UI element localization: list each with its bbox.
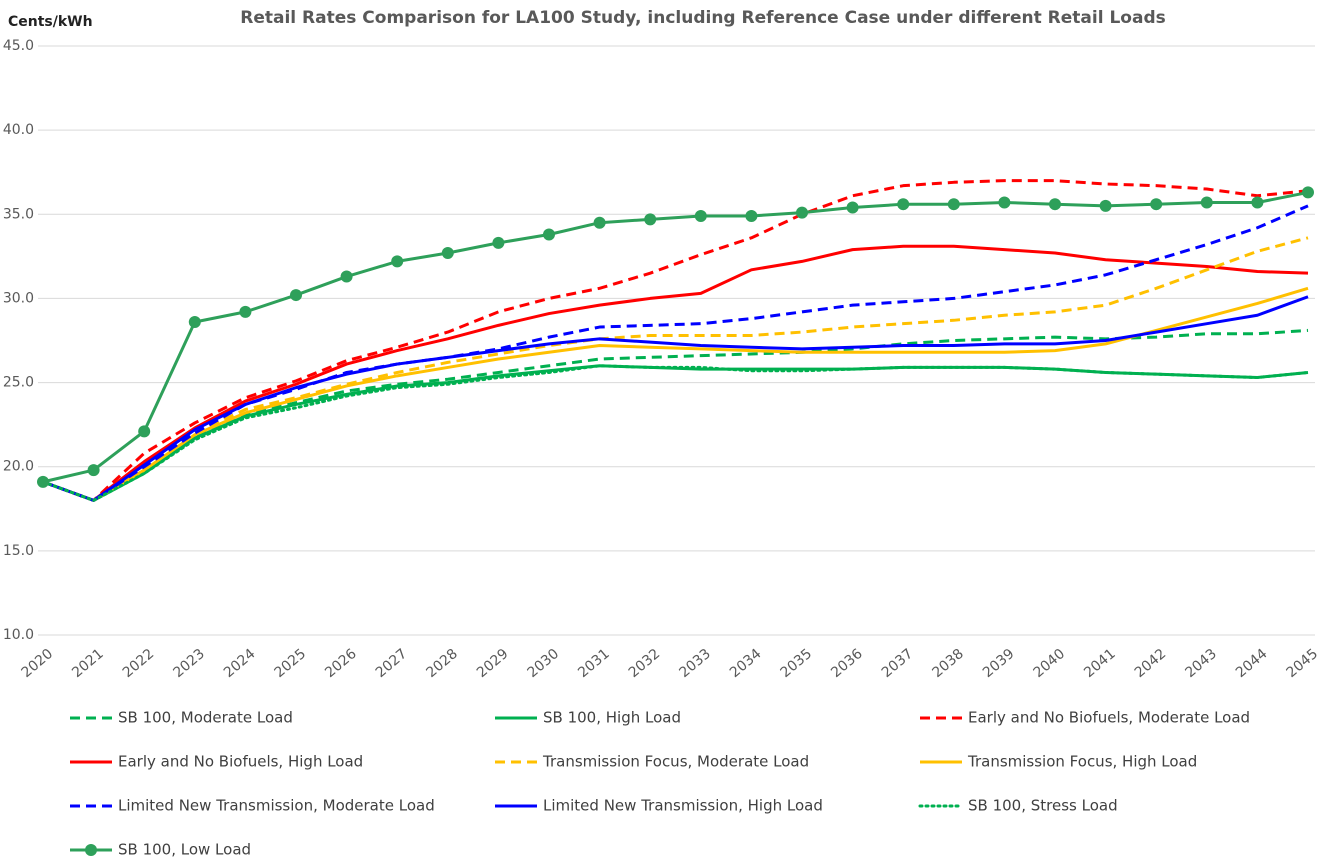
data-point bbox=[1302, 186, 1314, 198]
y-axis-label: Cents/kWh bbox=[8, 14, 93, 30]
x-tick-label: 2037 bbox=[879, 646, 917, 681]
legend-label: Early and No Biofuels, High Load bbox=[118, 753, 363, 771]
data-point bbox=[1100, 200, 1112, 212]
data-point bbox=[796, 207, 808, 219]
x-tick-label: 2033 bbox=[676, 646, 714, 681]
series-line bbox=[43, 288, 1308, 500]
y-tick-label: 40.0 bbox=[3, 122, 34, 138]
x-tick-label: 2034 bbox=[727, 646, 765, 681]
x-tick-label: 2021 bbox=[69, 646, 107, 681]
y-tick-label: 15.0 bbox=[3, 543, 34, 559]
x-tick-label: 2023 bbox=[170, 646, 208, 681]
data-point bbox=[239, 306, 251, 318]
data-point bbox=[644, 213, 656, 225]
x-tick-label: 2042 bbox=[1132, 646, 1170, 681]
data-point bbox=[1049, 198, 1061, 210]
legend-label: SB 100, Low Load bbox=[118, 841, 251, 859]
x-tick-label: 2028 bbox=[423, 646, 461, 681]
y-tick-label: 30.0 bbox=[3, 290, 34, 306]
y-tick-label: 25.0 bbox=[3, 375, 34, 391]
data-point bbox=[1150, 198, 1162, 210]
x-tick-label: 2024 bbox=[221, 646, 259, 681]
legend-label: SB 100, Stress Load bbox=[968, 797, 1118, 815]
data-point bbox=[745, 210, 757, 222]
x-tick-label: 2036 bbox=[828, 646, 866, 681]
data-point bbox=[442, 247, 454, 259]
legend-label: Transmission Focus, Moderate Load bbox=[542, 753, 809, 771]
data-point bbox=[1251, 197, 1263, 209]
x-tick-label: 2025 bbox=[272, 646, 310, 681]
x-tick-label: 2026 bbox=[322, 646, 360, 681]
legend-label: SB 100, Moderate Load bbox=[118, 709, 293, 727]
x-tick-label: 2030 bbox=[525, 646, 563, 681]
data-point bbox=[948, 198, 960, 210]
legend-label: Transmission Focus, High Load bbox=[967, 753, 1197, 771]
data-point bbox=[695, 210, 707, 222]
data-point bbox=[391, 255, 403, 267]
legend-label: Limited New Transmission, Moderate Load bbox=[118, 797, 435, 815]
series-line bbox=[43, 366, 1308, 501]
data-point bbox=[138, 425, 150, 437]
x-tick-label: 2044 bbox=[1233, 646, 1271, 681]
x-tick-label: 2027 bbox=[373, 646, 411, 681]
data-point bbox=[341, 271, 353, 283]
y-tick-label: 10.0 bbox=[3, 627, 34, 643]
data-point bbox=[594, 217, 606, 229]
legend-label: Early and No Biofuels, Moderate Load bbox=[968, 709, 1250, 727]
y-tick-label: 20.0 bbox=[3, 459, 34, 475]
data-point bbox=[37, 476, 49, 488]
x-tick-label: 2043 bbox=[1182, 646, 1220, 681]
series-line bbox=[43, 366, 1308, 501]
x-tick-label: 2031 bbox=[575, 646, 613, 681]
x-tick-label: 2032 bbox=[626, 646, 664, 681]
series-line bbox=[43, 297, 1308, 501]
x-tick-label: 2022 bbox=[120, 646, 158, 681]
series-line bbox=[43, 206, 1308, 501]
data-point bbox=[88, 464, 100, 476]
x-tick-label: 2041 bbox=[1081, 646, 1119, 681]
y-tick-label: 45.0 bbox=[3, 38, 34, 54]
x-tick-label: 2040 bbox=[1031, 646, 1069, 681]
data-point bbox=[998, 197, 1010, 209]
chart: Retail Rates Comparison for LA100 Study,… bbox=[0, 0, 1328, 859]
y-tick-label: 35.0 bbox=[3, 206, 34, 222]
legend-marker bbox=[85, 844, 97, 856]
x-tick-label: 2020 bbox=[19, 646, 57, 681]
data-point bbox=[897, 198, 909, 210]
data-point bbox=[290, 289, 302, 301]
x-tick-label: 2035 bbox=[778, 646, 816, 681]
data-point bbox=[1201, 197, 1213, 209]
x-tick-label: 2045 bbox=[1284, 646, 1322, 681]
data-point bbox=[543, 228, 555, 240]
data-point bbox=[189, 316, 201, 328]
x-tick-label: 2029 bbox=[474, 646, 512, 681]
legend-label: SB 100, High Load bbox=[543, 709, 681, 727]
data-point bbox=[492, 237, 504, 249]
x-tick-label: 2039 bbox=[980, 646, 1018, 681]
x-tick-label: 2038 bbox=[929, 646, 967, 681]
chart-title: Retail Rates Comparison for LA100 Study,… bbox=[240, 8, 1166, 28]
legend-label: Limited New Transmission, High Load bbox=[543, 797, 823, 815]
data-point bbox=[847, 202, 859, 214]
